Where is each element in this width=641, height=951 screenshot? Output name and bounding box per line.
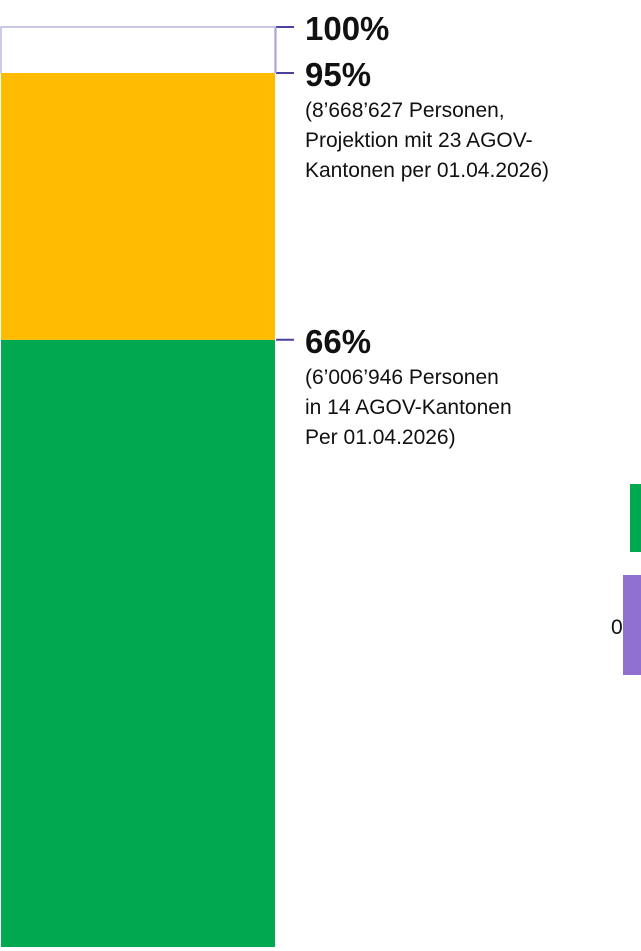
bar-segment-projektion [1,73,275,340]
legend-purple-swatch [623,575,641,675]
bar-segment-aktuell [1,339,275,947]
marker-note-m95-line-3: Kantonen per 01.04.2026) [305,159,549,182]
marker-label-m66: 66% [305,323,371,360]
legend-green-swatch [630,484,641,552]
percentage-markers: 100% 95% (8’668’627 Personen, Projektion mi… [275,10,549,449]
marker-note-m66-line-2: in 14 AGOV-Kantonen [305,396,512,419]
marker-note-m95-line-1: (8’668’627 Personen, [305,99,505,122]
marker-note-m95-line-2: Projektion mit 23 AGOV- [305,129,533,152]
marker-note-m66-line-1: (6’006’946 Personen [305,366,499,389]
stacked-bar [0,26,276,947]
marker-note-m66-line-3: Per 01.04.2026) [305,426,456,449]
partial-legend: 0 [611,484,641,675]
marker-label-m100: 100% [305,10,389,47]
bar-segment-rest [1,27,275,73]
bar-outline-rest [0,26,276,73]
marker-label-m95: 95% [305,56,371,93]
legend-purple-text: 0 [611,616,623,639]
